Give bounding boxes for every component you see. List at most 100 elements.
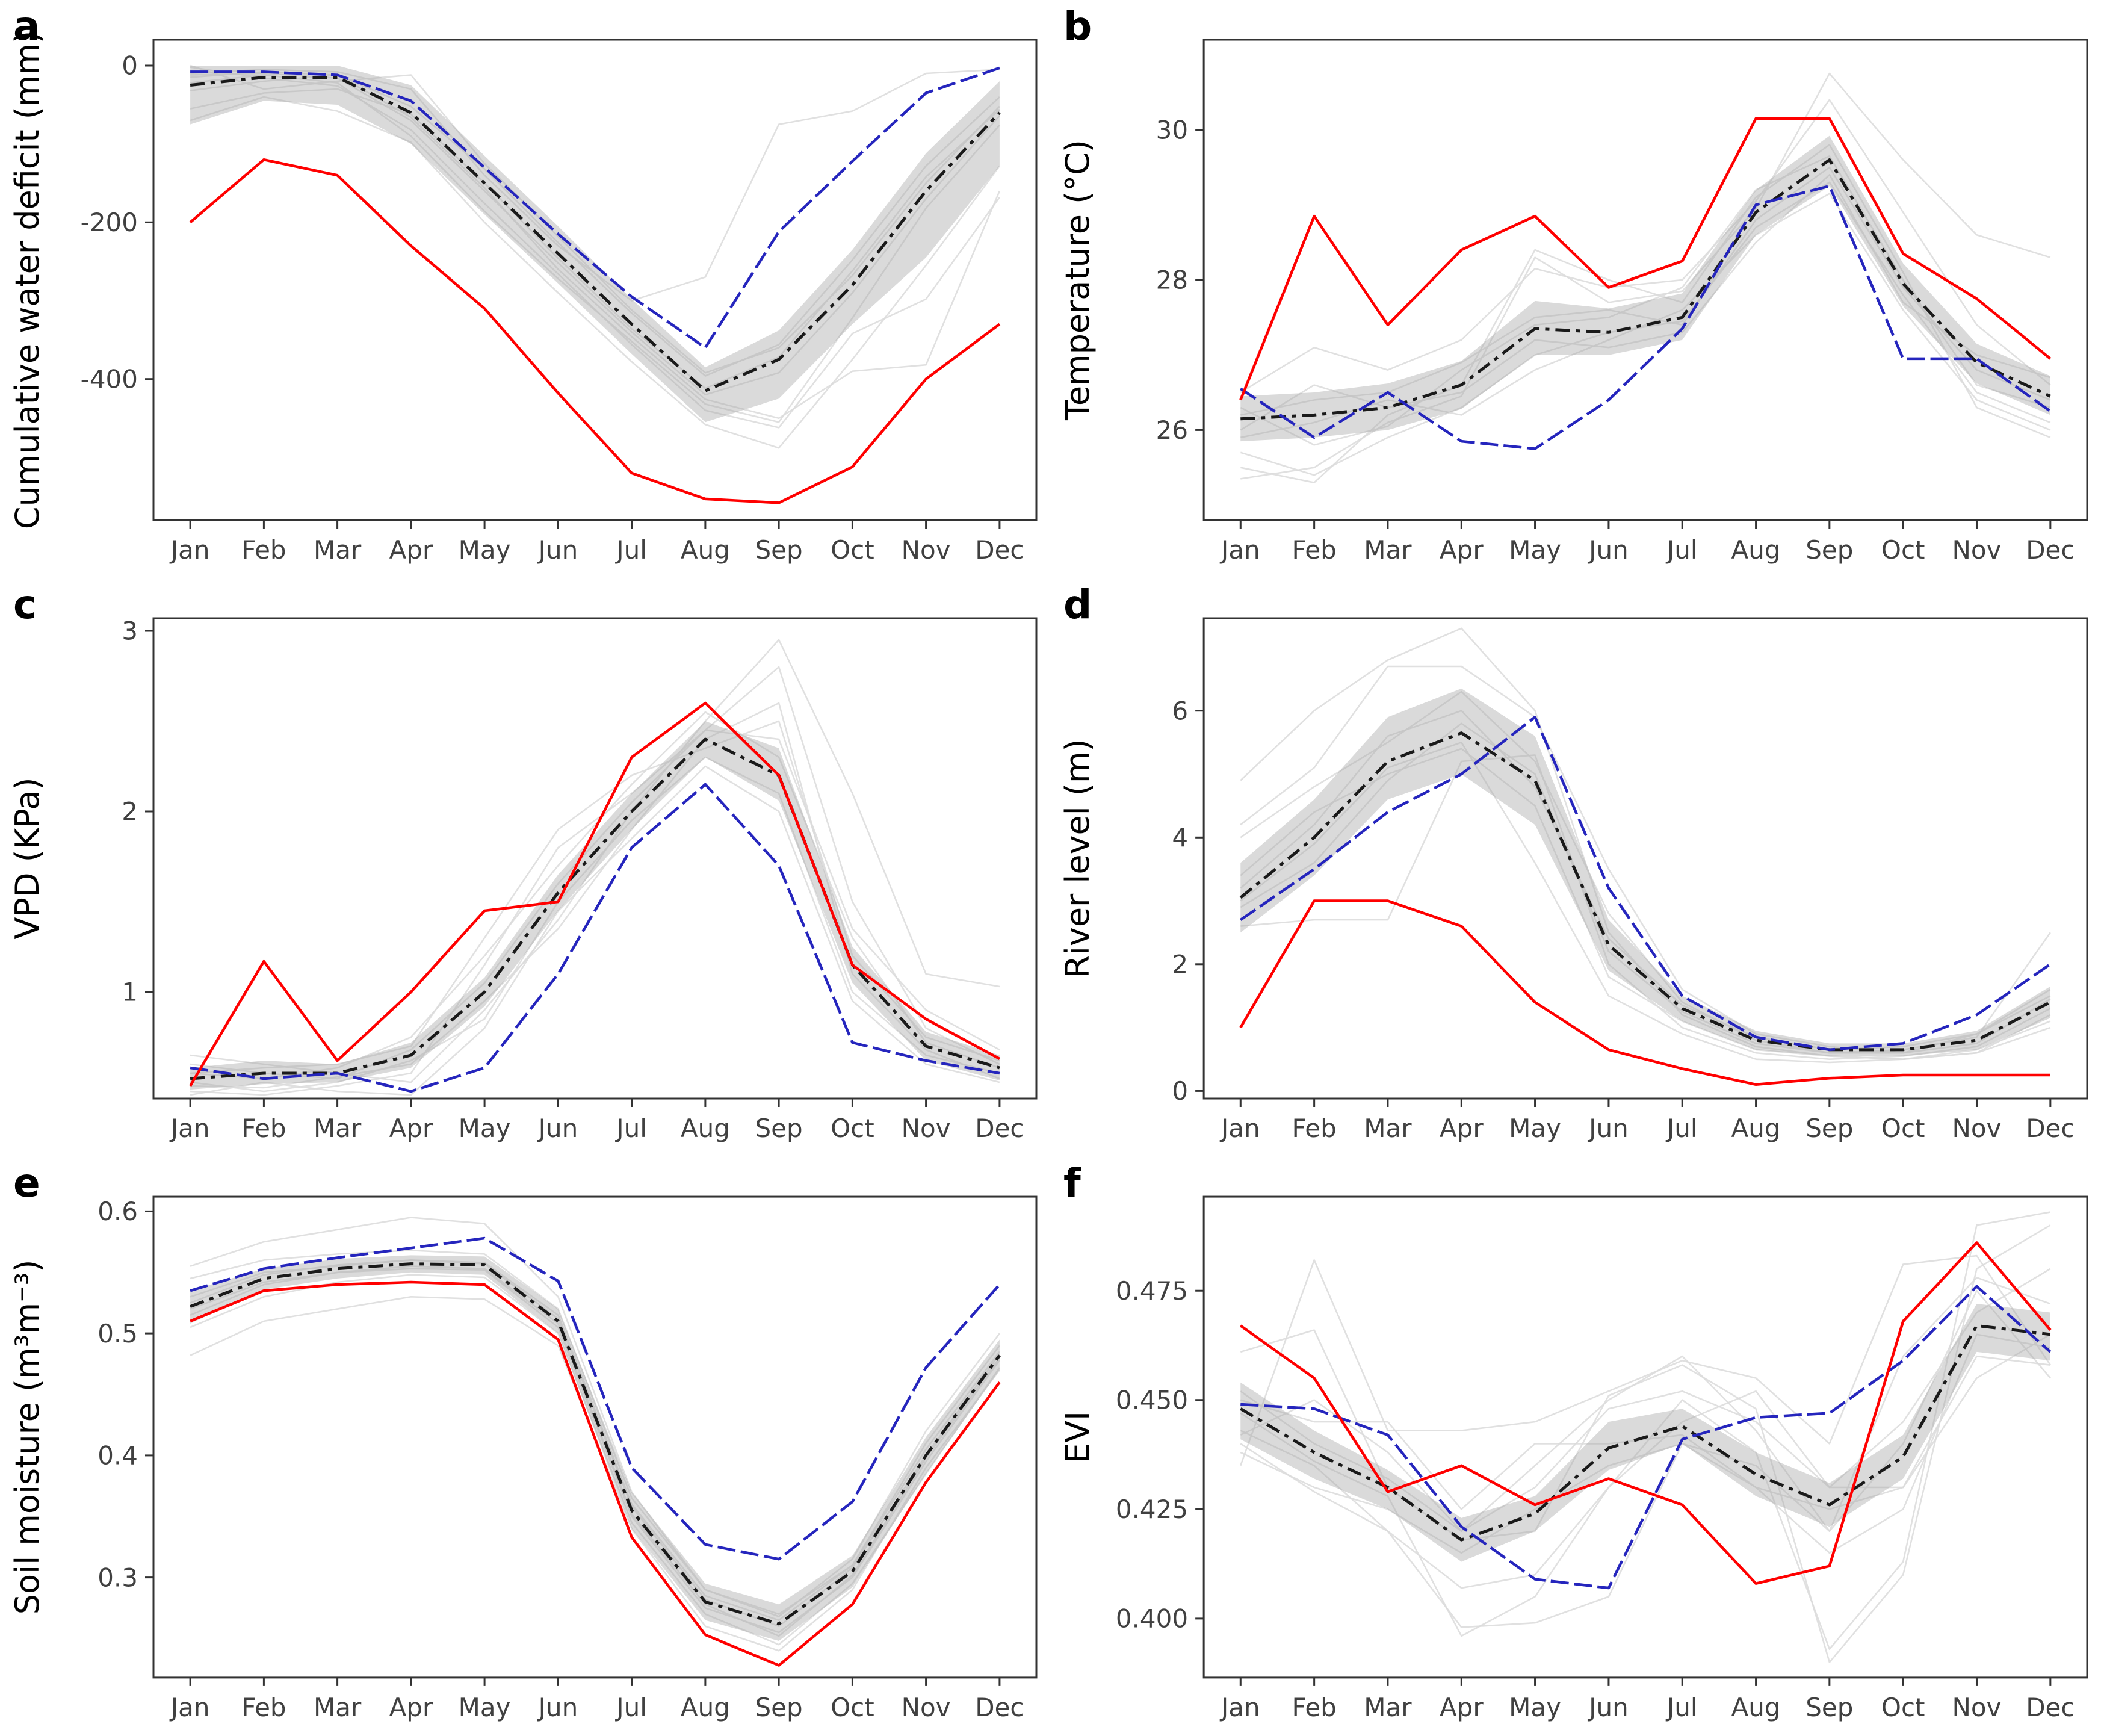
x-tick-label-month: Nov bbox=[1952, 535, 2001, 565]
panel-a-cell: 0 -200 -400 Jan Feb Mar Apr May Jun Jul Aug Sep Oct N… bbox=[0, 0, 1050, 578]
red-year-line bbox=[189, 158, 1001, 504]
chart-panel-e-soil-moisture: 0.6 0.5 0.4 0.3 Jan Feb Mar Apr May Jun Jul Aug Sep O… bbox=[0, 1157, 1050, 1736]
mean-confidence-ribbon bbox=[1240, 688, 2050, 1056]
y-tick-label: 2 bbox=[1172, 950, 1188, 979]
x-tick-label-month: Jul bbox=[614, 535, 647, 565]
y-tick-label: 0.425 bbox=[1116, 1495, 1188, 1524]
x-tick-label-month: Jul bbox=[1665, 1693, 1698, 1722]
x-tick-label-month: Jan bbox=[169, 1693, 210, 1722]
y-tick-label: 3 bbox=[122, 616, 138, 646]
y-tick-label: 0.3 bbox=[97, 1563, 138, 1592]
x-tick-label-month: Jan bbox=[1219, 535, 1260, 565]
x-tick-label-month: Aug bbox=[1731, 1114, 1781, 1143]
mean-line bbox=[1240, 158, 2051, 421]
x-tick-label-month: Jun bbox=[1587, 1693, 1629, 1722]
x-tick-label-month: Oct bbox=[831, 535, 874, 565]
gray-year-line bbox=[1240, 1333, 2051, 1554]
gray-year-line bbox=[1240, 722, 2051, 1054]
x-tick-label-month: Jan bbox=[1219, 1114, 1260, 1143]
mean-confidence-ribbon bbox=[190, 66, 1000, 423]
x-tick-label-month: Apr bbox=[389, 1114, 433, 1143]
x-tick-label-month: Jun bbox=[537, 535, 578, 565]
x-tick-label-month: Sep bbox=[1805, 535, 1853, 565]
gray-year-line bbox=[190, 720, 1000, 1074]
x-tick-label-month: Jan bbox=[1219, 1693, 1260, 1722]
x-tick-label-month: Mar bbox=[1364, 535, 1412, 565]
x-tick-label-month: Jun bbox=[1587, 535, 1629, 565]
panel-f-cell: 0.475 0.450 0.425 0.400 Jan Feb Mar Apr May Jun Ju… bbox=[1050, 1157, 2101, 1736]
gray-year-line bbox=[1240, 754, 2051, 1061]
x-tick-label-month: Jul bbox=[614, 1114, 647, 1143]
x-tick-label-month: Apr bbox=[389, 1693, 433, 1722]
x-tick-label-month: Dec bbox=[975, 1114, 1024, 1143]
x-tick-label-month: Apr bbox=[1440, 535, 1484, 565]
x-tick-label-month: Jun bbox=[537, 1693, 578, 1722]
x-tick-label-month: Apr bbox=[389, 535, 433, 565]
y-tick-label: 26 bbox=[1156, 415, 1188, 445]
x-tick-label-month: Apr bbox=[1440, 1693, 1484, 1722]
x-tick-label-month: Mar bbox=[314, 1693, 362, 1722]
y-tick-label: 6 bbox=[1172, 696, 1188, 725]
blue-year-line bbox=[190, 66, 1000, 349]
gray-year-line bbox=[1240, 1289, 2051, 1628]
gray-year-line bbox=[190, 96, 1000, 449]
red-year-line bbox=[1239, 1241, 2052, 1585]
x-tick-label-month: Aug bbox=[681, 1114, 730, 1143]
y-tick-label: 0.5 bbox=[97, 1319, 138, 1348]
x-tick-label-month: Aug bbox=[681, 1693, 730, 1722]
panel-border bbox=[152, 39, 1038, 521]
mean-line bbox=[190, 737, 1000, 1080]
x-tick-label-month: Mar bbox=[314, 1114, 362, 1143]
x-tick-label-month: Dec bbox=[2026, 1114, 2075, 1143]
y-axis-title: Temperature (°C) bbox=[1059, 140, 1097, 421]
gray-year-line bbox=[190, 64, 1000, 374]
x-tick-label-month: Oct bbox=[1881, 535, 1925, 565]
red-year-line bbox=[189, 701, 1000, 1087]
panel-b-cell: 30 28 26 Jan Feb Mar Apr May Jun Jul Aug Sep Oct Nov D… bbox=[1050, 0, 2101, 578]
x-tick-label-month: Nov bbox=[902, 1693, 951, 1722]
panel-letter: f bbox=[1063, 1160, 1081, 1206]
x-tick-label-month: Nov bbox=[1952, 1114, 2001, 1143]
panel-border bbox=[1202, 617, 2088, 1100]
gray-year-line bbox=[1240, 710, 2051, 1051]
x-tick-label-month: Mar bbox=[314, 535, 362, 565]
x-tick-label-month: May bbox=[459, 535, 511, 565]
blue-year-line bbox=[1240, 1285, 2052, 1590]
panel-border bbox=[152, 617, 1038, 1100]
chart-panel-d-river-level: 6 4 2 0 Jan Feb Mar Apr May Jun Jul Aug Sep Oct Nov Dec… bbox=[1050, 578, 2101, 1157]
y-tick-label: 2 bbox=[122, 797, 138, 826]
x-tick-label-month: Sep bbox=[755, 535, 803, 565]
y-tick-label: 0.6 bbox=[97, 1197, 138, 1226]
mean-confidence-ribbon bbox=[190, 721, 1000, 1090]
gray-year-line bbox=[1240, 193, 2051, 439]
x-tick-label-month: Dec bbox=[2026, 1693, 2075, 1722]
panel-d-cell: 6 4 2 0 Jan Feb Mar Apr May Jun Jul Aug Sep Oct Nov Dec… bbox=[1050, 578, 2101, 1157]
gray-year-line bbox=[1240, 1277, 2051, 1532]
panel-letter: e bbox=[13, 1160, 40, 1206]
x-tick-label-month: Sep bbox=[755, 1693, 803, 1722]
x-tick-label-month: Feb bbox=[241, 1693, 286, 1722]
x-tick-label-month: Jul bbox=[614, 1693, 647, 1722]
gray-year-line bbox=[190, 711, 1000, 1080]
x-tick-label-month: Feb bbox=[241, 1114, 286, 1143]
gray-year-line bbox=[1240, 99, 2051, 394]
panel-c-cell: 3 2 1 Jan Feb Mar Apr May Jun Jul Aug Sep Oct Nov Dec V… bbox=[0, 578, 1050, 1157]
x-tick-label-month: May bbox=[459, 1114, 511, 1143]
x-tick-label-month: Feb bbox=[1292, 1693, 1336, 1722]
gray-year-line bbox=[190, 666, 1000, 1096]
gray-year-line bbox=[1240, 1254, 2051, 1466]
x-tick-label-month: Aug bbox=[1731, 1693, 1781, 1722]
x-tick-label-month: Aug bbox=[1731, 535, 1781, 565]
panel-letter: d bbox=[1063, 581, 1092, 628]
x-tick-label-month: Jan bbox=[169, 1114, 210, 1143]
gray-year-line bbox=[1240, 1224, 2051, 1663]
panel-letter: b bbox=[1063, 3, 1092, 49]
x-tick-label-month: Nov bbox=[1952, 1693, 2001, 1722]
red-year-line bbox=[1239, 117, 2052, 401]
x-tick-label-month: Dec bbox=[975, 1693, 1024, 1722]
y-axis-title: Cumulative water deficit (mm) bbox=[8, 31, 46, 529]
blue-year-line bbox=[190, 1236, 1001, 1561]
mean-line bbox=[190, 1262, 1001, 1626]
y-tick-label: 28 bbox=[1156, 265, 1188, 295]
